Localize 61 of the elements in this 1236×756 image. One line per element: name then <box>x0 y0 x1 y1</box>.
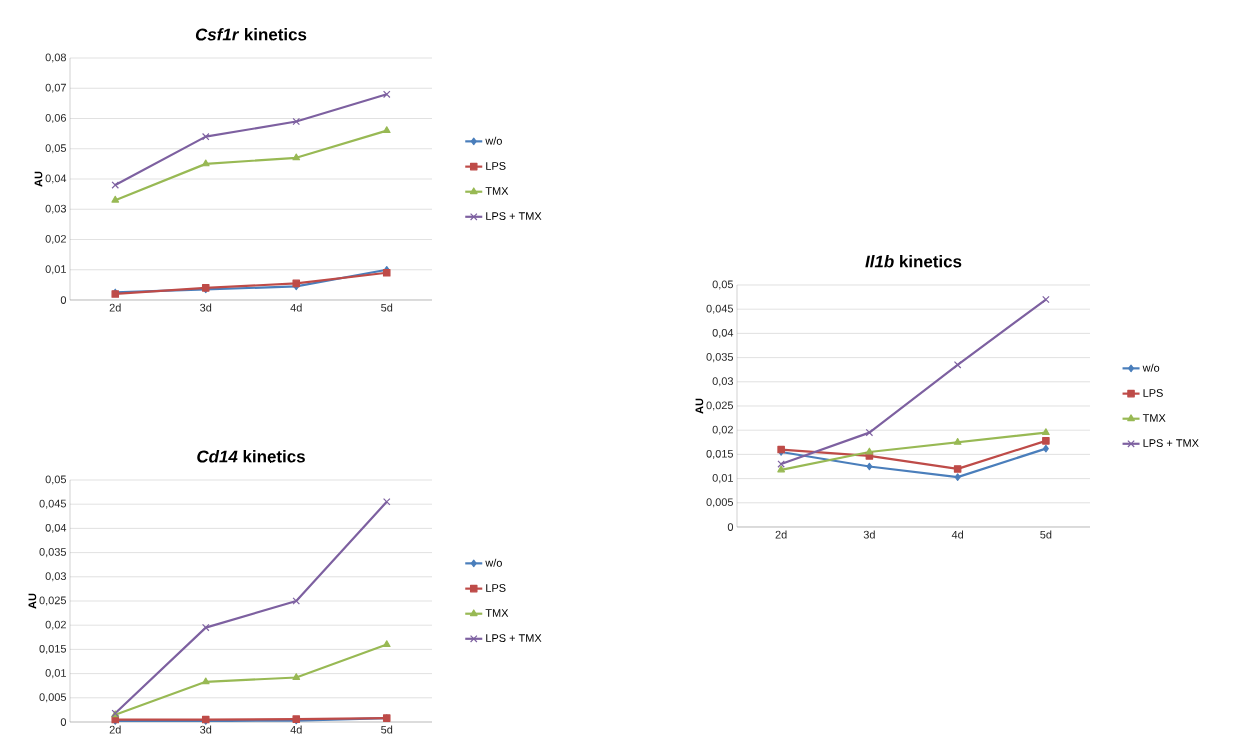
y-tick-label: 0,03 <box>45 204 66 214</box>
x-tick-label: 4d <box>290 303 302 312</box>
y-axis-title: AU <box>34 171 43 187</box>
y-axis-title: AU <box>28 593 37 609</box>
y-tick-label: 0,06 <box>45 113 66 124</box>
x-tick-label: 2d <box>109 725 121 734</box>
y-tick-label: 0,01 <box>45 669 66 679</box>
x-tick-label: 2d <box>775 530 787 539</box>
y-tick-label: 0,045 <box>706 304 734 314</box>
x-tick-label: 2d <box>109 303 121 312</box>
legend-label: TMX <box>485 609 509 617</box>
legend-label: LPS + TMX <box>1143 439 1199 447</box>
legend-label: LPS + TMX <box>486 634 542 642</box>
y-tick-label: 0 <box>60 296 67 304</box>
y-tick-label: 0,03 <box>712 377 733 387</box>
x-tick-label: 3d <box>200 303 212 312</box>
y-tick-label: 0,025 <box>706 401 734 411</box>
x-tick-label: 3d <box>200 725 212 734</box>
x-tick-label: 5d <box>381 725 393 734</box>
x-tick-label: 5d <box>381 303 393 312</box>
y-tick-label: 0,005 <box>706 498 734 508</box>
x-tick-label: 4d <box>290 725 302 734</box>
x-tick-label: 4d <box>951 530 964 539</box>
y-tick-label: 0,05 <box>45 144 67 154</box>
legend-label: LPS <box>486 162 506 170</box>
y-tick-label: 0,03 <box>45 572 66 582</box>
y-tick-label: 0,04 <box>45 523 67 533</box>
y-tick-label: 0,025 <box>39 596 67 606</box>
y-tick-label: 0 <box>727 523 734 531</box>
legend-label: TMX <box>1142 414 1166 422</box>
y-tick-label: 0,015 <box>706 449 734 459</box>
y-tick-label: 0,01 <box>712 474 733 484</box>
legend-label: w/o <box>1142 363 1160 372</box>
y-tick-label: 0,05 <box>712 280 734 290</box>
chart-title: Csf1r kinetics <box>195 28 307 41</box>
y-tick-label: 0,015 <box>39 644 67 654</box>
legend-label: LPS <box>1143 389 1163 397</box>
y-tick-label: 0,01 <box>45 265 66 275</box>
legend-label: LPS + TMX <box>486 212 542 220</box>
y-axis-title: AU <box>695 398 704 414</box>
y-tick-label: 0,02 <box>712 425 733 435</box>
y-tick-label: 0,035 <box>706 353 734 363</box>
x-tick-label: 3d <box>863 530 875 539</box>
y-tick-label: 0,005 <box>39 693 67 703</box>
legend-label: w/o <box>485 558 502 567</box>
y-tick-label: 0,04 <box>712 328 734 338</box>
y-tick-label: 0,02 <box>45 620 66 630</box>
chart-title: Il1b kinetics <box>865 255 962 268</box>
y-tick-label: 0,08 <box>45 53 66 63</box>
y-tick-label: 0,07 <box>45 83 66 93</box>
x-tick-label: 5d <box>1040 530 1052 539</box>
legend-label: TMX <box>485 187 509 195</box>
y-tick-label: 0,04 <box>45 174 67 184</box>
legend-label: LPS <box>486 584 506 592</box>
y-tick-label: 0,045 <box>39 499 67 509</box>
y-tick-label: 0,035 <box>39 548 67 558</box>
y-tick-label: 0 <box>60 718 67 726</box>
y-tick-label: 0,05 <box>45 475 67 485</box>
chart-title: Cd14 kinetics <box>197 450 305 463</box>
y-tick-label: 0,02 <box>45 234 66 245</box>
legend-label: w/o <box>485 136 502 145</box>
